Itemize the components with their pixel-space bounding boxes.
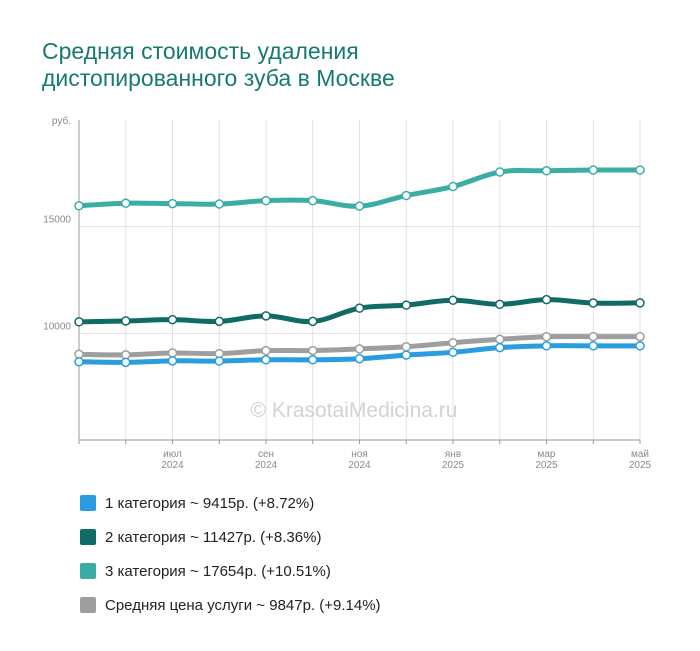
legend-swatch — [80, 529, 96, 545]
data-point — [401, 300, 411, 310]
data-point — [541, 341, 552, 351]
legend-swatch — [80, 563, 96, 579]
data-point — [448, 295, 458, 306]
data-point — [588, 331, 598, 342]
data-point — [635, 298, 645, 308]
y-tick-label: 10000 — [43, 321, 71, 332]
data-point — [495, 342, 505, 353]
legend-label: 2 категория ~ 11427р. (+8.36%) — [105, 528, 322, 546]
data-point — [214, 356, 224, 366]
data-point — [214, 199, 224, 209]
data-point — [354, 303, 365, 313]
chart-title-line-2: дистопированного зуба в Москве — [42, 65, 395, 91]
legend-label: 3 категория ~ 17654р. (+10.51%) — [105, 562, 331, 580]
data-point — [354, 344, 365, 354]
x-tick-label-year: 2025 — [535, 460, 558, 471]
data-point — [261, 355, 271, 365]
y-unit-label: руб. — [52, 115, 71, 127]
y-tick-label: 15000 — [43, 215, 71, 226]
x-tick-label-month: сен — [258, 449, 274, 460]
data-point — [541, 331, 552, 342]
data-point — [74, 356, 84, 367]
data-point — [74, 317, 84, 327]
data-point — [588, 165, 598, 175]
data-point — [541, 294, 552, 305]
data-point — [308, 345, 318, 356]
data-point — [635, 165, 645, 175]
x-tick-label-year: 2024 — [255, 460, 278, 471]
series — [74, 165, 645, 368]
legend-swatch — [80, 495, 96, 511]
grid — [78, 120, 641, 440]
legend-item: 2 категория ~ 11427р. (+8.36%) — [80, 520, 381, 554]
legend-item: 1 категория ~ 9415р. (+8.72%) — [80, 486, 381, 520]
legend-item: Средняя цена услуги ~ 9847р. (+9.14%) — [80, 588, 381, 622]
data-point — [401, 190, 411, 201]
series-group — [74, 331, 645, 360]
legend: 1 категория ~ 9415р. (+8.72%) 2 категория… — [80, 486, 381, 622]
x-tick-label-month: янв — [445, 449, 461, 460]
legend-swatch — [80, 597, 96, 613]
x-tick-label-month: ноя — [351, 449, 368, 460]
data-point — [308, 355, 318, 365]
data-point — [635, 331, 645, 342]
legend-label: 1 категория ~ 9415р. (+8.72%) — [105, 494, 315, 512]
data-point — [495, 299, 505, 310]
data-point — [541, 166, 552, 176]
x-tick-label-year: 2025 — [442, 460, 465, 471]
data-point — [167, 314, 178, 325]
data-point — [495, 334, 505, 345]
x-tick-label-month: июл — [163, 449, 182, 460]
data-point — [214, 316, 224, 327]
data-point — [121, 198, 131, 208]
series-group — [74, 341, 645, 368]
data-point — [261, 311, 271, 321]
series-group — [74, 294, 645, 327]
x-tick-label-month: мар — [538, 449, 556, 460]
x-tick-label-year: 2025 — [629, 460, 652, 471]
legend-item: 3 категория ~ 17654р. (+10.51%) — [80, 554, 381, 588]
series-group — [74, 165, 645, 211]
data-point — [308, 195, 318, 206]
x-tick-label-year: 2024 — [161, 460, 184, 471]
data-point — [495, 167, 505, 177]
data-point — [121, 316, 131, 326]
data-point — [588, 298, 598, 308]
data-point — [354, 353, 365, 364]
data-point — [167, 356, 178, 366]
data-point — [588, 341, 598, 351]
data-point — [448, 347, 458, 358]
data-point — [354, 201, 365, 211]
data-point — [167, 198, 178, 209]
data-point — [308, 316, 318, 327]
line-chart: 1000015000руб.июл2024сен2024ноя2024янв20… — [43, 115, 651, 471]
data-point — [448, 181, 458, 192]
data-point — [635, 341, 645, 351]
data-point — [448, 337, 458, 348]
x-tick-label-year: 2024 — [348, 460, 371, 471]
legend-label: Средняя цена услуги ~ 9847р. (+9.14%) — [105, 596, 381, 614]
data-point — [401, 342, 411, 352]
data-point — [261, 195, 271, 206]
chart-title-line-1: Средняя стоимость удаления — [42, 38, 359, 64]
x-tick-label-month: май — [631, 449, 649, 460]
data-point — [167, 348, 178, 358]
data-point — [261, 345, 271, 356]
data-point — [401, 350, 411, 360]
watermark: © KrasotaiMedicina.ru — [251, 399, 458, 422]
axes: 1000015000руб.июл2024сен2024ноя2024янв20… — [43, 115, 651, 471]
chart-title: Средняя стоимость удаления дистопированн… — [42, 38, 642, 92]
data-point — [121, 357, 131, 368]
data-point — [74, 201, 84, 211]
